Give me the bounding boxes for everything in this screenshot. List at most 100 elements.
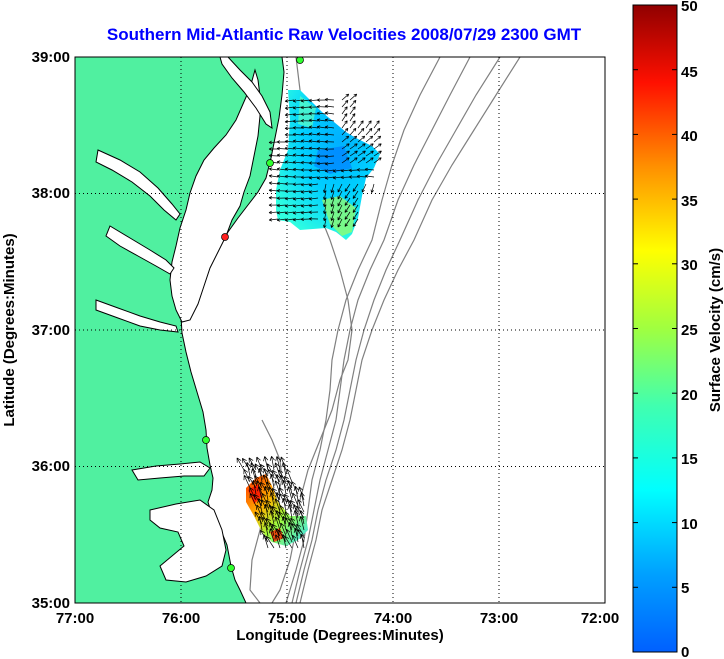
velocity-arrow [292, 126, 303, 130]
velocity-arrow [337, 204, 343, 214]
velocity-arrow [300, 139, 311, 143]
velocity-arrow [292, 189, 303, 194]
velocity-arrow [292, 106, 303, 110]
velocity-arrow [291, 534, 299, 549]
velocity-arrow [257, 516, 263, 531]
y-axis-label: Latitude (Degrees:Minutes) [1, 233, 18, 426]
velocity-arrow [341, 106, 348, 115]
velocity-arrow [284, 119, 295, 124]
velocity-arrow [324, 176, 335, 180]
velocity-arrow [269, 456, 275, 471]
colorbar-tick-label: 20 [681, 387, 698, 404]
velocity-arrow [292, 132, 303, 137]
velocity-arrow [323, 197, 327, 208]
velocity-arrow [292, 204, 303, 208]
velocity-arrow [300, 132, 311, 136]
velocity-arrow [276, 189, 287, 193]
velocity-arrow [316, 98, 327, 102]
velocity-arrow [300, 190, 311, 194]
velocity-arrow [284, 133, 295, 137]
velocity-arrow [332, 169, 343, 173]
velocity-arrow [324, 154, 335, 159]
velocity-arrow [292, 197, 303, 201]
velocity-arrow [268, 147, 279, 151]
velocity-arrow [344, 211, 351, 220]
velocity-arrow [316, 118, 327, 122]
velocity-arrow [284, 126, 295, 131]
x-tick-label: 77:00 [56, 610, 94, 627]
x-tick-label: 74:00 [374, 610, 412, 627]
velocity-arrow [300, 204, 311, 208]
velocity-arrow [356, 168, 367, 172]
velocity-arrow [308, 190, 319, 194]
velocity-arrow [249, 492, 257, 507]
velocity-arrow [308, 118, 319, 123]
station-marker-offline [221, 233, 229, 241]
velocity-arrow [365, 157, 374, 164]
y-tick-label: 38:00 [32, 185, 70, 202]
velocity-arrow [373, 135, 382, 143]
velocity-arrow [300, 153, 311, 158]
station-marker [227, 564, 235, 572]
colorbar-tick-label: 5 [681, 580, 689, 597]
velocity-arrow [292, 112, 303, 117]
velocity-arrow [323, 183, 327, 194]
velocity-arrow [357, 143, 366, 150]
x-tick-label: 76:00 [162, 610, 200, 627]
velocity-arrow [308, 139, 319, 143]
velocity-arrow [349, 113, 356, 122]
velocity-arrow [297, 499, 305, 513]
velocity-arrow [316, 125, 327, 129]
velocity-arrow [268, 140, 279, 145]
velocity-arrow [373, 150, 382, 157]
velocity-arrow [243, 474, 251, 489]
velocity-arrow [300, 119, 311, 123]
velocity-arrow [299, 492, 305, 507]
velocity-arrow [341, 99, 349, 108]
velocity-arrow [330, 211, 335, 221]
velocity-arrow [341, 135, 350, 143]
velocity-arrow [284, 182, 295, 186]
velocity-arrow [337, 218, 343, 228]
velocity-arrow [268, 167, 279, 171]
velocity-arrow [308, 146, 319, 151]
velocity-arrow [268, 181, 279, 185]
y-axis: 39:00 38:00 37:00 36:00 35:00 Latitude (… [1, 49, 70, 612]
velocity-arrow [308, 153, 319, 158]
radar-stations [202, 57, 304, 572]
velocity-arrow [341, 157, 350, 164]
velocity-arrow [316, 139, 327, 144]
velocity-arrow [349, 99, 357, 108]
velocity-arrow [275, 474, 281, 489]
velocity-arrow [349, 127, 357, 136]
velocity-arrow [300, 125, 311, 130]
velocity-arrow [349, 157, 358, 164]
velocity-arrow [268, 153, 279, 158]
velocity-arrow [276, 203, 287, 208]
velocity-arrow [352, 204, 359, 213]
velocity-arrow [284, 153, 295, 157]
velocity-arrow [300, 168, 311, 172]
velocity-arrow [324, 111, 335, 115]
velocity-arrow [281, 462, 287, 477]
velocity-arrow [330, 197, 335, 207]
velocity-arrow [276, 160, 287, 164]
x-axis: 77:00 76:00 75:00 74:00 73:00 72:00 Long… [56, 610, 619, 644]
velocity-arrow [341, 93, 350, 101]
velocity-arrow [284, 113, 295, 117]
chesapeake-bay [169, 68, 261, 323]
velocity-arrow [332, 176, 343, 180]
velocity-arrow [308, 111, 319, 116]
velocity-arrow [284, 196, 295, 201]
velocity-vectors [236, 93, 382, 549]
velocity-arrow [292, 160, 303, 164]
velocity-arrow [357, 127, 365, 136]
velocity-arrow [323, 211, 327, 222]
velocity-arrow [275, 456, 281, 471]
velocity-arrow [308, 125, 319, 129]
velocity-arrow [341, 150, 350, 157]
velocity-arrow [357, 157, 366, 164]
velocity-arrow [287, 504, 293, 519]
velocity-arrow [300, 105, 311, 110]
velocity-arrow [284, 99, 295, 103]
